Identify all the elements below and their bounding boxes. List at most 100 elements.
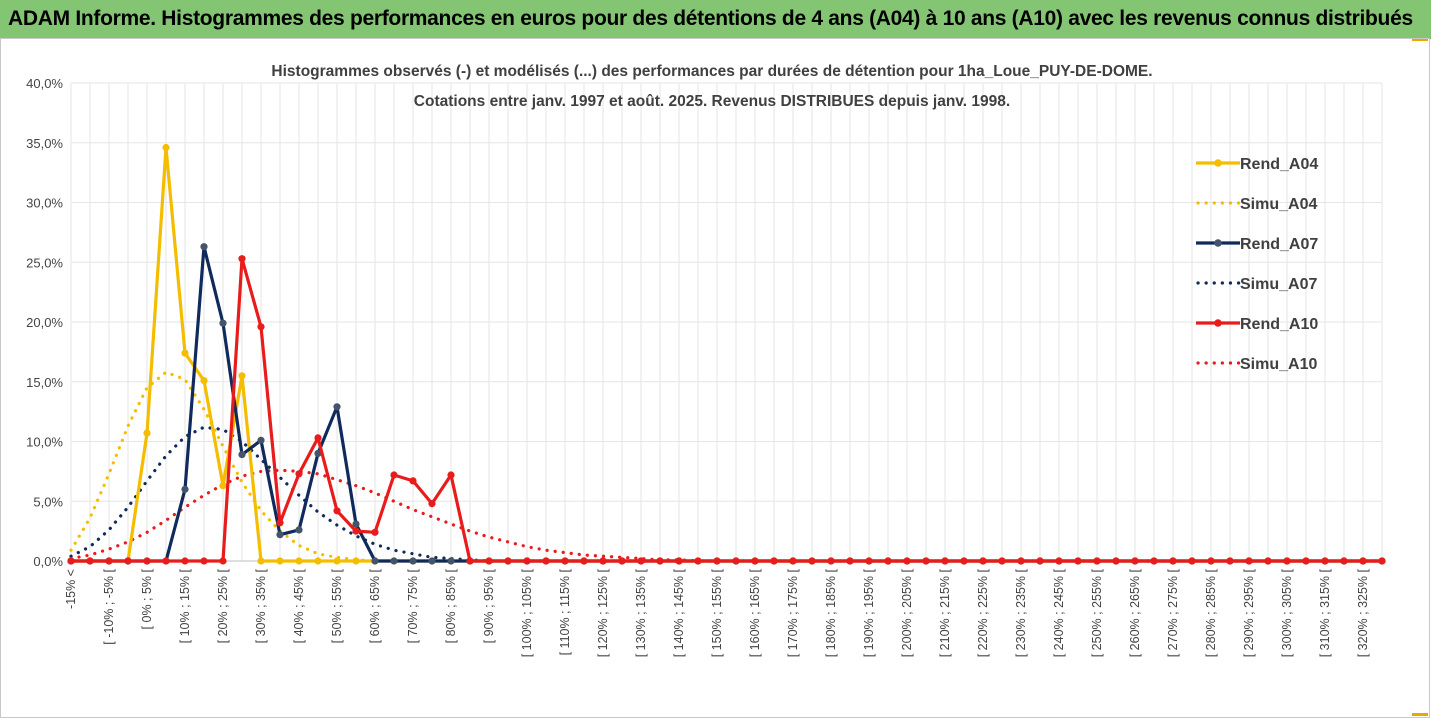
data-point [257, 557, 265, 565]
data-point [105, 557, 113, 565]
legend-item-Rend_A07: Rend_A07 [1196, 236, 1318, 253]
series-Simu_A07 [69, 425, 1384, 563]
y-tick-label: 10,0% [26, 435, 63, 450]
data-point [960, 557, 968, 565]
data-point [1283, 557, 1291, 565]
data-point [808, 557, 816, 565]
data-point [1207, 557, 1215, 565]
x-tick-label: [ 190% ; 195% [ [862, 568, 876, 657]
data-point [656, 557, 664, 565]
data-point [333, 403, 341, 411]
y-tick-label: 25,0% [26, 255, 63, 270]
x-tick-label: [ 100% ; 105% [ [520, 568, 534, 657]
x-tick-label: [ 250% ; 255% [ [1090, 568, 1104, 657]
data-point [162, 557, 170, 565]
data-point [675, 557, 683, 565]
series-line [71, 145, 1382, 563]
x-tick-label: [ 110% ; 115% [ [558, 568, 572, 655]
data-point [770, 557, 778, 565]
legend-item-Rend_A10: Rend_A10 [1196, 316, 1318, 333]
legend-label: Simu_A10 [1240, 356, 1317, 373]
data-point [561, 557, 569, 565]
x-tick-label: [ 40% ; 45% [ [292, 568, 306, 643]
series-line [69, 468, 1384, 563]
legend-label: Rend_A10 [1240, 316, 1318, 333]
x-tick-label: [ -10% ; -5% [ [102, 568, 116, 644]
data-point [713, 557, 721, 565]
x-tick-label: [ 120% ; 125% [ [596, 568, 610, 657]
series-line [71, 257, 1382, 563]
legend-item-Simu_A07: Simu_A07 [1196, 276, 1317, 293]
x-tick-label: [ 70% ; 75% [ [406, 568, 420, 643]
series-Rend_A07 [67, 243, 1386, 565]
x-tick-label: [ 290% ; 295% [ [1242, 568, 1256, 657]
data-point [1017, 557, 1025, 565]
data-point [352, 557, 360, 565]
data-point [1302, 557, 1310, 565]
data-point [314, 434, 322, 442]
x-tick-label: [ 140% ; 145% [ [672, 568, 686, 657]
data-point [219, 482, 227, 490]
x-tick-label: [ 270% ; 275% [ [1166, 568, 1180, 657]
y-tick-label: 0,0% [33, 554, 63, 569]
series-Rend_A10 [67, 255, 1386, 565]
data-point [428, 500, 436, 508]
data-point [789, 557, 797, 565]
x-tick-label: [ 170% ; 175% [ [786, 568, 800, 657]
legend-marker [1214, 319, 1222, 327]
legend: Rend_A04 Simu_A04 Rend_A07 Simu_A07 Rend_A10… [1196, 156, 1318, 373]
legend-label: Rend_A04 [1240, 156, 1318, 173]
data-point [941, 557, 949, 565]
legend-label: Simu_A07 [1240, 276, 1317, 293]
data-point [181, 485, 189, 493]
y-tick-label: 40,0% [26, 76, 63, 91]
x-tick-label: [ 280% ; 285% [ [1204, 568, 1218, 657]
data-point [295, 470, 303, 478]
data-point [1188, 557, 1196, 565]
grid-layer [70, 82, 1383, 562]
data-point [1321, 557, 1329, 565]
data-point [846, 557, 854, 565]
x-tick-label: [ 260% ; 265% [ [1128, 568, 1142, 657]
data-point [371, 557, 379, 565]
data-point [276, 531, 284, 539]
data-point [447, 471, 455, 479]
x-tick-label: [ 210% ; 215% [ [938, 568, 952, 657]
series-Simu_A10 [69, 468, 1384, 563]
data-point [1112, 557, 1120, 565]
data-point [219, 557, 227, 565]
x-tick-label: [ 240% ; 245% [ [1052, 568, 1066, 657]
data-point [1359, 557, 1367, 565]
corner-marker-top-right [1412, 38, 1428, 41]
x-tick-label: [ 310% ; 315% [ [1318, 568, 1332, 657]
y-tick-label: 5,0% [33, 494, 63, 509]
data-point [124, 557, 132, 565]
x-tick-label: [ 30% ; 35% [ [254, 568, 268, 643]
data-point [694, 557, 702, 565]
data-point [637, 557, 645, 565]
data-point [1131, 557, 1139, 565]
x-tick-label: [ 220% ; 225% [ [976, 568, 990, 657]
data-point [314, 557, 322, 565]
data-point [903, 557, 911, 565]
data-point [219, 319, 227, 327]
data-point [257, 436, 265, 444]
data-point [1093, 557, 1101, 565]
report-banner: ADAM Informe. Histogrammes des performan… [0, 0, 1431, 39]
axis-layer: 0,0% 5,0% 10,0% 15,0% 20,0% 25,0% 30,0% 35,0% 40… [26, 76, 1382, 657]
data-point [295, 557, 303, 565]
chart-frame [0, 38, 1430, 718]
data-point [371, 528, 379, 536]
data-point [314, 449, 322, 457]
x-tick-label: [ 320% ; 325% [ [1356, 568, 1370, 657]
data-point [200, 557, 208, 565]
x-tick-label: [ 60% ; 65% [ [368, 568, 382, 643]
y-tick-label: 20,0% [26, 315, 63, 330]
legend-marker [1214, 239, 1222, 247]
data-point [1226, 557, 1234, 565]
data-point [143, 429, 151, 437]
data-point [333, 557, 341, 565]
y-tick-label: 35,0% [26, 136, 63, 151]
data-point [542, 557, 550, 565]
data-point [162, 143, 170, 152]
